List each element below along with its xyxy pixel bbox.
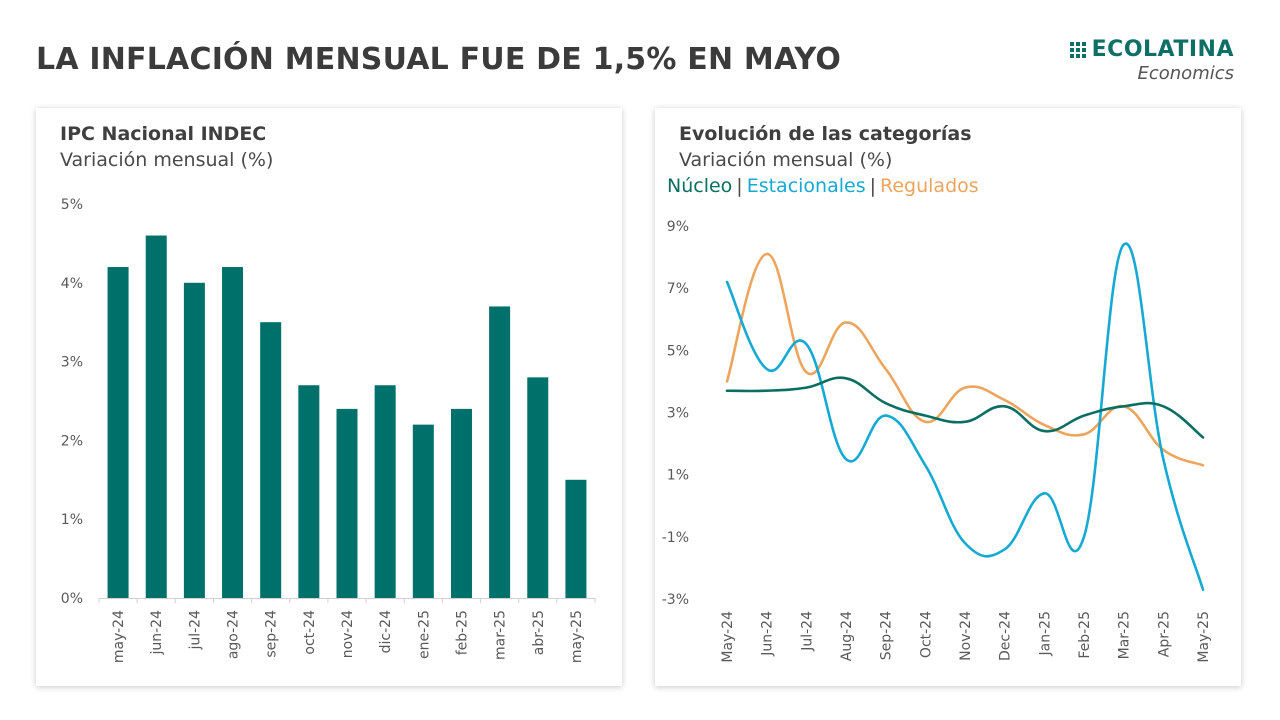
- y-tick-label: -1%: [662, 530, 689, 546]
- series-line-regulados: [725, 252, 1205, 467]
- line-chart-title: Evolución de las categorías: [679, 123, 972, 145]
- x-tick-label: dic-24: [378, 610, 394, 653]
- x-tick-label: sep-24: [264, 610, 280, 658]
- x-tick-label: abr-25: [531, 610, 547, 655]
- bar: [183, 282, 205, 598]
- y-tick-label: 3%: [667, 406, 689, 422]
- bar-chart-subtitle: Variación mensual (%): [60, 149, 274, 171]
- x-tick-label: oct-24: [302, 610, 318, 655]
- y-tick-label: 0%: [61, 591, 83, 607]
- bar: [145, 235, 167, 598]
- bar: [412, 424, 434, 598]
- x-tick-label: jun-24: [149, 610, 165, 656]
- series-line-nucleo: [725, 376, 1205, 439]
- x-tick-label: Aug-24: [839, 611, 855, 661]
- y-tick-label: 5%: [61, 197, 83, 213]
- x-tick-label: Dec-24: [998, 611, 1014, 661]
- x-tick-label: ago-24: [226, 610, 242, 659]
- x-tick-label: nov-24: [340, 610, 356, 658]
- x-tick-label: Jun-24: [760, 611, 776, 657]
- y-tick-label: 4%: [61, 276, 83, 292]
- y-tick-label: 5%: [667, 343, 689, 359]
- y-tick-label: -3%: [662, 592, 689, 608]
- y-tick-label: 1%: [667, 468, 689, 484]
- x-tick-label: Jan-25: [1037, 611, 1053, 656]
- x-tick-label: Nov-24: [958, 611, 974, 661]
- legend-separator: |: [869, 175, 877, 197]
- legend-nucleo: Núcleo: [667, 175, 733, 197]
- y-tick-label: 7%: [667, 281, 689, 297]
- bar: [450, 408, 472, 598]
- bar: [527, 377, 549, 598]
- ecolatina-logo: ECOLATINA Economics: [1069, 37, 1234, 85]
- bar-chart-title: IPC Nacional INDEC: [60, 123, 267, 145]
- bar: [260, 322, 282, 598]
- line-chart-legend: Núcleo | Estacionales | Regulados: [667, 174, 979, 198]
- x-tick-label: Oct-24: [918, 611, 934, 658]
- logo-name: ECOLATINA: [1091, 37, 1234, 62]
- x-tick-label: Sep-24: [879, 611, 895, 660]
- legend-estacionales: Estacionales: [746, 175, 866, 197]
- y-tick-label: 9%: [667, 219, 689, 235]
- page-title: LA INFLACIÓN MENSUAL FUE DE 1,5% EN MAYO: [36, 42, 842, 77]
- bar: [107, 267, 129, 598]
- bar: [489, 306, 511, 598]
- legend-regulados: Regulados: [880, 175, 979, 197]
- x-tick-label: jul-24: [187, 610, 203, 651]
- y-tick-label: 1%: [61, 512, 83, 528]
- line-chart-subtitle: Variación mensual (%): [679, 149, 893, 171]
- x-tick-label: ene-25: [416, 610, 432, 659]
- line-chart: -3% -1% 1% 3% 5% 7% 9% May-24 Jun-24 Jul-24 Aug-24…: [662, 219, 1212, 663]
- categories-line-chart-card: Evolución de las categorías Variación me…: [655, 108, 1241, 686]
- x-tick-label: may-25: [569, 610, 585, 663]
- bar: [336, 408, 358, 598]
- y-tick-label: 2%: [61, 433, 83, 449]
- ipc-bar-chart-card: IPC Nacional INDEC Variación mensual (%)…: [36, 108, 622, 686]
- x-tick-label: Jul-24: [799, 611, 815, 652]
- series-line-estacionales: [725, 242, 1205, 591]
- logo-subtitle: Economics: [1137, 63, 1234, 84]
- bar: [298, 385, 320, 598]
- x-tick-label: Apr-25: [1156, 611, 1172, 657]
- bar-chart: 0% 1% 2% 3% 4% 5% may-24 jun-24 jul-24 ago-24 sep-…: [61, 197, 596, 663]
- legend-separator: |: [736, 175, 743, 197]
- x-tick-label: may-24: [111, 610, 127, 663]
- x-tick-label: Mar-25: [1117, 611, 1133, 659]
- logo-grid-icon: [1069, 42, 1086, 58]
- y-tick-label: 3%: [61, 355, 83, 371]
- x-tick-label: feb-25: [454, 610, 470, 655]
- x-tick-label: Feb-25: [1077, 611, 1093, 659]
- bar: [565, 479, 587, 598]
- x-tick-label: mar-25: [493, 610, 509, 660]
- x-tick-label: May-24: [720, 611, 736, 663]
- bar: [222, 267, 244, 598]
- bar: [374, 385, 396, 598]
- x-tick-label: May-25: [1196, 611, 1212, 663]
